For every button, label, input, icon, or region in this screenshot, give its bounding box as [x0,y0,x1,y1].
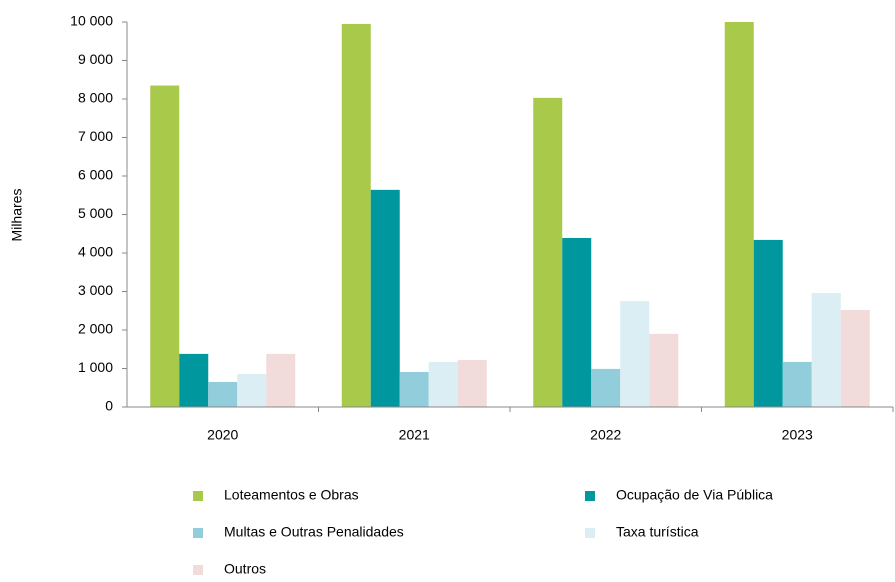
bar [266,353,296,407]
bar [533,97,563,407]
y-tick-label: 2 000 [78,321,113,337]
legend-swatch [585,528,595,538]
y-tick-label: 3 000 [78,282,113,298]
bar [370,189,400,407]
legend-label: Loteamentos e Obras [224,487,359,503]
y-tick-label: 8 000 [78,90,113,106]
x-tick-label: 2022 [590,427,621,443]
legend-label: Taxa turística [616,524,699,540]
bar [620,301,650,407]
legend-swatch [193,491,203,501]
legend-swatch [193,528,203,538]
bar [591,368,621,407]
y-axis-label: Milhares [9,189,25,242]
bar [237,373,267,407]
bar [399,371,429,407]
legend-label: Outros [224,561,266,577]
bar [179,353,209,407]
y-tick-label: 6 000 [78,167,113,183]
y-tick-label: 0 [105,398,113,414]
y-tick-label: 10 000 [70,13,113,29]
bar [208,381,238,407]
legend-swatch [585,491,595,501]
y-tick-label: 1 000 [78,359,113,375]
bar [457,360,487,407]
bar [150,85,180,408]
bar [562,237,592,407]
y-tick-label: 5 000 [78,205,113,221]
bar [428,361,458,407]
bar [649,333,679,407]
y-tick-label: 7 000 [78,128,113,144]
legend-label: Ocupação de Via Pública [616,487,773,503]
bar [724,22,754,407]
x-tick-label: 2021 [399,427,430,443]
y-tick-label: 4 000 [78,244,113,260]
bar [840,309,870,407]
bar [782,361,812,407]
y-tick-label: 9 000 [78,51,113,67]
bar [811,293,841,407]
bar [753,239,783,407]
legend-label: Multas e Outras Penalidades [224,524,404,540]
legend-swatch [193,565,203,575]
bar [341,23,371,408]
x-tick-label: 2020 [207,427,238,443]
x-tick-label: 2023 [782,427,813,443]
